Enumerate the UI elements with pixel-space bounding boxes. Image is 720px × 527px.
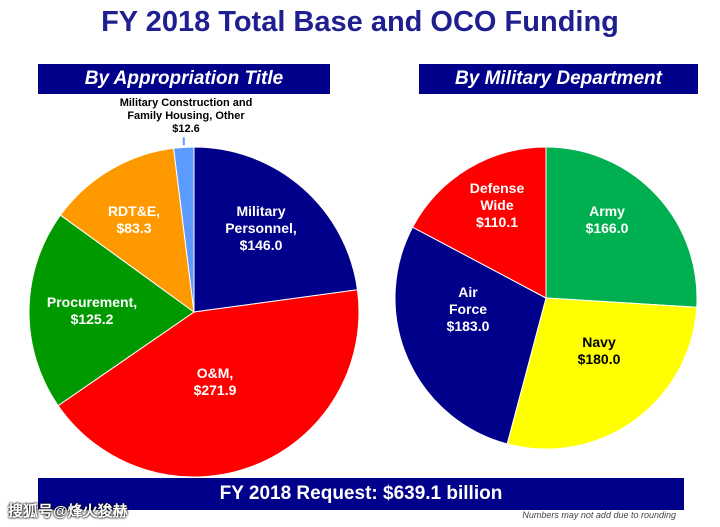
rounding-footnote: Numbers may not add due to rounding <box>522 510 676 520</box>
slice-label: Navy $180.0 <box>578 334 621 367</box>
slice-label: Military Construction and Family Housing,… <box>120 97 253 135</box>
chart-title: FY 2018 Total Base and OCO Funding <box>101 6 619 38</box>
pie-slice <box>545 146 698 308</box>
left-pie-title: By Appropriation Title <box>38 64 330 94</box>
slice-label: Defense Wide $110.1 <box>470 180 525 230</box>
slice-label: RDT&E, $83.3 <box>108 203 160 236</box>
pie-slice <box>28 214 195 407</box>
pie-slice <box>506 297 698 450</box>
pie-slice <box>411 146 547 299</box>
pie-slice <box>193 146 359 313</box>
pie-slice <box>394 226 547 445</box>
slice-label: Air Force $183.0 <box>447 284 490 334</box>
watermark: 搜狐号@烽火狻赫 <box>8 503 128 520</box>
pie-slice <box>173 146 195 313</box>
slice-label: Military Personnel, $146.0 <box>225 203 297 253</box>
pie-slice <box>59 147 195 314</box>
total-request-bar: FY 2018 Request: $639.1 billion <box>38 478 684 510</box>
slice-label: Army $166.0 <box>586 203 629 236</box>
right-pie-title: By Military Department <box>419 64 698 94</box>
pie-slice <box>57 289 360 478</box>
slice-label: O&M, $271.9 <box>194 365 237 398</box>
slice-label: Procurement, $125.2 <box>47 294 137 327</box>
